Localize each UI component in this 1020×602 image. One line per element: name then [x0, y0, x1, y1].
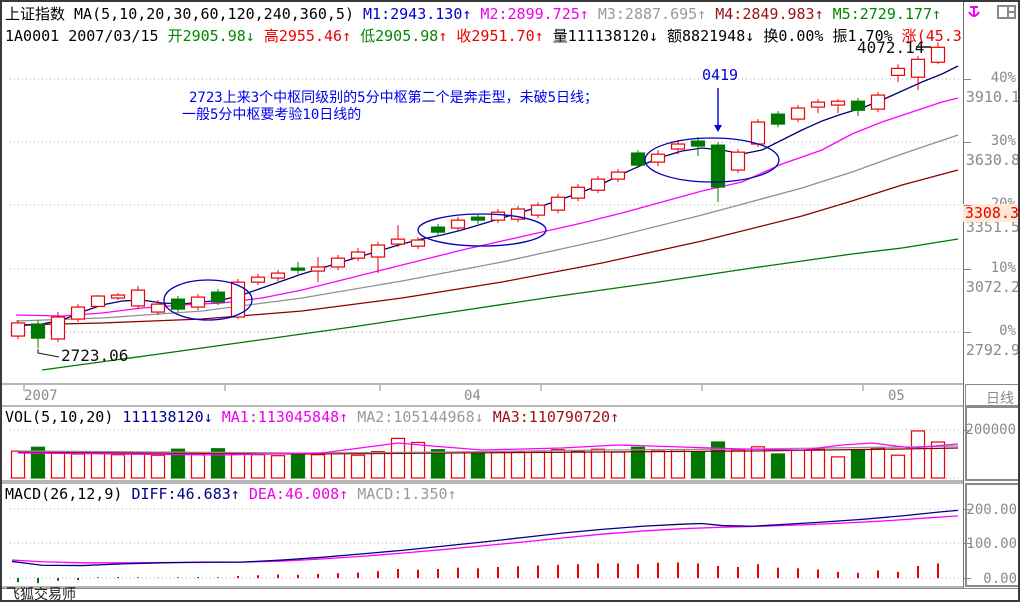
field: 换0.00%	[763, 27, 833, 45]
field: ↑	[931, 5, 942, 23]
field: ↑	[534, 27, 553, 45]
split-window-icon[interactable]	[997, 5, 1016, 19]
field: 振1.70%	[832, 27, 902, 45]
xaxis-label: 2007	[24, 388, 58, 404]
icon-strip	[968, 5, 1016, 19]
field: 额8821948	[667, 27, 746, 45]
field: ↓	[203, 408, 222, 426]
field: ↑	[230, 485, 249, 503]
axis-tick	[964, 269, 971, 270]
field: 上证指数 MA(5,10,20,30,60,120,240,360,5)	[5, 5, 364, 23]
period-label: 日线	[986, 391, 1014, 407]
field: M3:2887.695	[597, 5, 698, 23]
high-price-label: 4072.14	[857, 38, 925, 57]
right-axis-panel: 40%3910.130%3630.820%3351.510%3072.20%27…	[962, 2, 1020, 588]
current-price-tag: 3308.3	[962, 204, 1019, 222]
anchor-icon[interactable]	[968, 6, 980, 17]
field: ↑	[462, 5, 481, 23]
field: ↓	[245, 27, 264, 45]
field: MACD:1.350	[357, 485, 448, 503]
field: ↑	[814, 5, 833, 23]
volume-axis-cell: 200000	[965, 406, 1018, 481]
percent-label: 30%	[990, 133, 1016, 149]
chart-canvas[interactable]	[2, 2, 963, 588]
xaxis-label: 04	[464, 388, 481, 404]
field: ↓	[745, 27, 764, 45]
volume-max-label: 200000	[965, 422, 1016, 438]
macd-axis-cell: 200.00 100.00 0.00	[965, 483, 1018, 587]
field: 低2905.98	[360, 27, 439, 45]
macd-axis-label: 100.00	[966, 536, 1017, 552]
field: 1A0001 2007/03/15	[5, 27, 168, 45]
index-header-row: 上证指数 MA(5,10,20,30,60,120,240,360,5) M1:…	[5, 4, 962, 25]
axis-tick	[964, 142, 971, 143]
field: VOL(5,10,20)	[5, 408, 123, 426]
field: 收2951.70	[456, 27, 535, 45]
low-price-label: 2723.06	[61, 346, 129, 365]
quote-header-row: 1A0001 2007/03/15 开2905.98↓ 高2955.46↑ 低2…	[5, 26, 962, 47]
field: DIFF:46.683	[131, 485, 231, 503]
field: M1:2943.130	[363, 5, 463, 23]
field: DEA:46.008	[248, 485, 340, 503]
price-level-label: 3072.2	[965, 278, 1020, 296]
macd-header-row: MACD(26,12,9) DIFF:46.683↑ DEA:46.008↑ M…	[5, 484, 962, 505]
marker-0419-label[interactable]: 0419	[701, 66, 739, 84]
annotation-line2: 一般5分中枢要考验10日线的	[182, 107, 362, 123]
price-level-label: 2792.9	[965, 341, 1020, 359]
axis-tick	[964, 543, 971, 544]
volume-header-row: VOL(5,10,20) 111138120↓ MA1:113045848↑ M…	[5, 407, 962, 428]
brand-label: 飞狐交易师	[6, 587, 76, 602]
xaxis-label: 05	[888, 388, 905, 404]
field: 111138120	[122, 408, 204, 426]
axis-tick	[964, 332, 971, 333]
annotation-line1: 2723上来3个中枢同级别的5分中枢第二个是奔走型，未破5日线；	[189, 90, 598, 106]
percent-label: 10%	[990, 260, 1016, 276]
field: MA2:105144968	[357, 408, 475, 426]
field: ↑	[438, 27, 457, 45]
percent-label: 0%	[999, 323, 1016, 339]
field: ↑	[610, 408, 620, 426]
field: MACD(26,12,9)	[5, 485, 132, 503]
price-level-label: 3351.5	[965, 218, 1020, 236]
axis-tick	[964, 430, 971, 431]
percent-label: 40%	[990, 70, 1016, 86]
field: 开2905.98	[167, 27, 246, 45]
field: ↑	[339, 485, 358, 503]
field: MA3:110790720	[492, 408, 611, 426]
field: M2:2899.725	[480, 5, 580, 23]
field: MA1:113045848	[221, 408, 340, 426]
macd-axis-label: 0.00	[983, 571, 1017, 587]
field: ↑	[339, 408, 358, 426]
price-level-label: 3630.8	[965, 151, 1020, 169]
axis-tick	[964, 205, 971, 206]
axis-tick	[964, 578, 971, 579]
field: 量111138120	[552, 27, 649, 45]
macd-axis-label: 200.00	[966, 502, 1017, 518]
chart-annotation-text[interactable]: 2723上来3个中枢同级别的5分中枢第二个是奔走型，未破5日线； 一般5分中枢要考…	[182, 90, 598, 124]
field: ↓	[474, 408, 493, 426]
axis-tick	[964, 79, 971, 80]
status-bar: 飞狐交易师	[2, 587, 1018, 602]
field: 高2955.46	[263, 27, 343, 45]
field: ↑	[579, 5, 598, 23]
field: ↓	[648, 27, 668, 45]
field: ↑	[447, 485, 457, 503]
price-level-label: 3910.1	[965, 88, 1020, 106]
axis-tick	[964, 509, 971, 510]
field: ↑	[697, 5, 716, 23]
field: 涨(45.36)1.56%	[901, 27, 962, 45]
field: M4:2849.983	[715, 5, 815, 23]
field: M5:2729.177	[832, 5, 932, 23]
period-cell[interactable]: 日线	[965, 384, 1018, 407]
field: ↑	[342, 27, 361, 45]
